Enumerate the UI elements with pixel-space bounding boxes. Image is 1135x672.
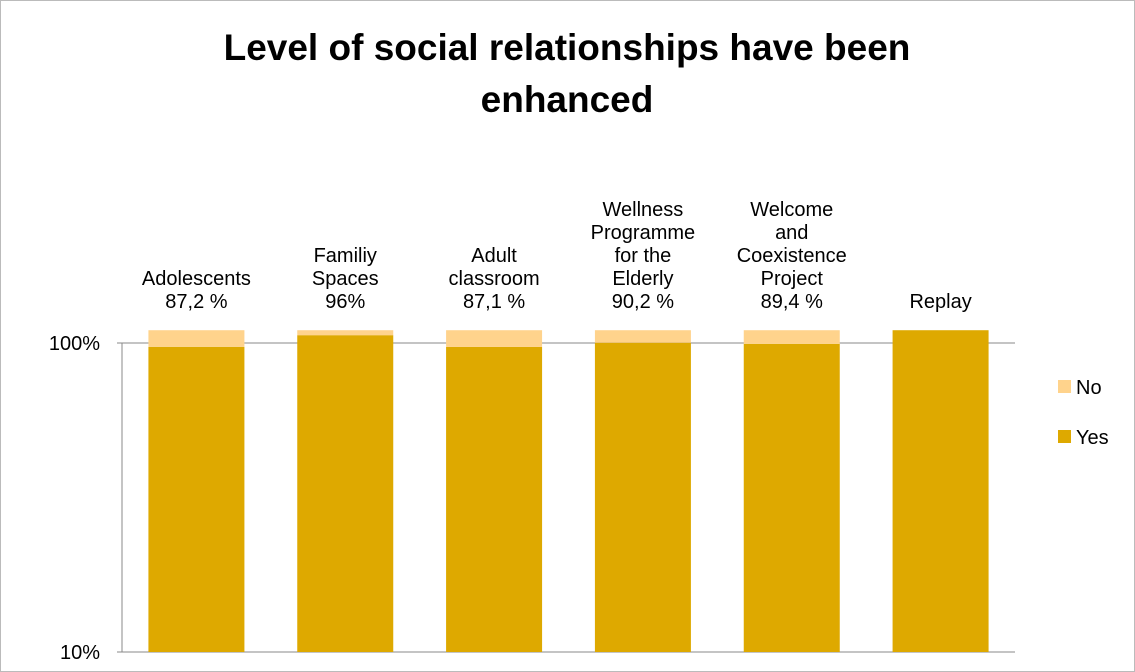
bar-segment [297, 330, 394, 336]
bar-segment [446, 330, 543, 347]
bar-segment [594, 330, 691, 343]
category-label: Programme [591, 222, 695, 244]
category-label: and [775, 222, 808, 244]
value-label: 89,4 % [761, 291, 823, 313]
y-tick-label: 100% [49, 333, 100, 355]
category-label: Replay [909, 291, 971, 313]
bar-segment [743, 330, 840, 344]
value-label: 96% [325, 291, 365, 313]
value-label: 90,2 % [612, 291, 674, 313]
value-label: 87,1 % [463, 291, 525, 313]
legend-swatch [1058, 430, 1071, 443]
category-label: Project [761, 268, 824, 290]
legend-swatch [1058, 380, 1071, 393]
category-label: Adolescents [142, 268, 251, 290]
bar-segment [446, 346, 543, 652]
bar-segment [297, 335, 394, 652]
bar-segment [148, 346, 245, 652]
bar-segment [743, 343, 840, 652]
legend-label: No [1076, 377, 1102, 399]
chart-title: enhanced [481, 79, 654, 120]
category-label: Elderly [612, 268, 673, 290]
bar-segment [148, 330, 245, 347]
category-label: Familiy [314, 245, 377, 267]
value-label: 87,2 % [165, 291, 227, 313]
category-label: Welcome [750, 199, 833, 221]
category-label: for the [615, 245, 672, 267]
bar-segment [892, 330, 989, 652]
y-tick-label: 10% [60, 642, 100, 664]
bar-segment [594, 342, 691, 652]
legend-label: Yes [1076, 427, 1109, 449]
category-label: Spaces [312, 268, 379, 290]
category-label: Adult [471, 245, 517, 267]
category-label: Coexistence [737, 245, 847, 267]
category-label: classroom [449, 268, 540, 290]
chart-title: Level of social relationships have been [224, 27, 911, 68]
category-label: Wellness [603, 199, 684, 221]
